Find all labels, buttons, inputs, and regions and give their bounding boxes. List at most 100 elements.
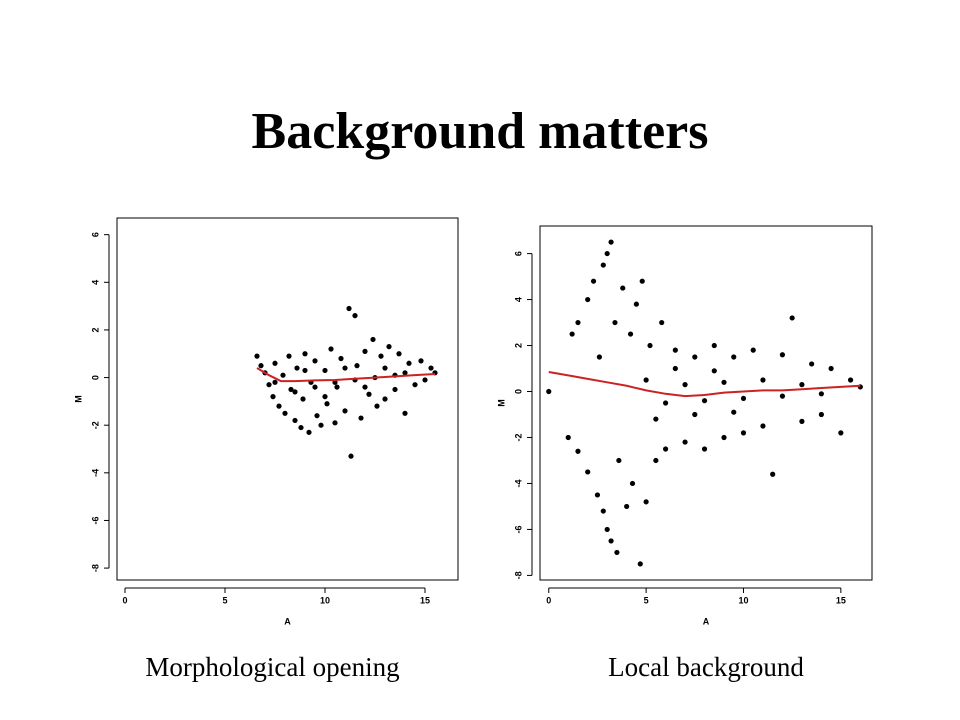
point (731, 354, 737, 360)
y-tick-label: -2 (513, 433, 523, 441)
point (386, 344, 392, 350)
y-tick-label: 6 (513, 251, 523, 256)
point (396, 351, 402, 357)
point (750, 347, 756, 353)
point (616, 457, 622, 464)
y-tick-label: 4 (90, 280, 100, 285)
point (428, 365, 434, 371)
point (604, 250, 610, 257)
x-tick-label: 5 (644, 595, 649, 605)
point (608, 538, 614, 544)
y-tick-label: 2 (90, 327, 100, 332)
point (701, 446, 708, 452)
y-tick-label: 0 (90, 375, 100, 380)
smooth-line (256, 367, 436, 383)
point (585, 469, 591, 475)
point (682, 439, 688, 445)
point (312, 358, 318, 364)
point (653, 416, 659, 422)
point (612, 319, 618, 326)
point (366, 391, 372, 397)
point (354, 363, 360, 369)
x-tick-label: 10 (320, 595, 330, 605)
point (620, 285, 626, 291)
caption: Local background (608, 652, 804, 682)
point (721, 434, 727, 441)
point (760, 377, 766, 383)
point (585, 296, 591, 303)
caption: Morphological opening (145, 652, 399, 682)
point (406, 360, 412, 366)
point (402, 370, 408, 376)
point (594, 492, 601, 498)
point (358, 415, 364, 421)
point (280, 372, 286, 378)
point (270, 394, 276, 400)
point (322, 394, 328, 400)
point (799, 382, 805, 388)
smooth-line (548, 370, 861, 398)
point (546, 388, 552, 395)
plot-frame (116, 217, 459, 581)
point (575, 319, 581, 326)
point (328, 346, 334, 352)
point (672, 365, 678, 372)
point (799, 418, 805, 424)
y-tick-label: -8 (90, 564, 100, 572)
point (292, 389, 298, 395)
point (332, 420, 338, 426)
y-tick-label: -4 (513, 479, 523, 487)
point (604, 526, 610, 533)
point (378, 353, 384, 359)
point (382, 396, 388, 402)
point (374, 403, 380, 409)
point (314, 413, 320, 419)
point (294, 365, 300, 371)
point (740, 430, 747, 436)
point (292, 417, 298, 424)
point (662, 446, 669, 452)
point (346, 305, 352, 312)
point (672, 347, 678, 353)
point (643, 499, 649, 505)
point (276, 403, 282, 409)
point (692, 411, 698, 418)
point (789, 315, 795, 321)
point (402, 410, 408, 416)
point (600, 262, 606, 268)
point (288, 386, 294, 393)
point (740, 395, 747, 402)
point (731, 409, 737, 415)
point (302, 367, 308, 374)
point (348, 453, 354, 459)
y-tick-label: -2 (90, 421, 100, 429)
point (254, 353, 260, 359)
point (338, 355, 344, 362)
point (608, 239, 614, 245)
point (272, 379, 278, 385)
point (847, 377, 854, 383)
point (298, 424, 304, 431)
point (569, 331, 575, 337)
point (412, 382, 418, 388)
slide-title: Background matters (252, 103, 709, 160)
point (258, 363, 264, 369)
x-axis-label: A (703, 616, 710, 626)
point (352, 313, 358, 319)
point (575, 448, 581, 454)
plot-frame (539, 225, 873, 581)
y-axis-label: M (496, 399, 506, 407)
x-tick-label: 10 (738, 595, 748, 605)
x-tick-label: 0 (546, 595, 551, 605)
point (306, 429, 312, 435)
point (682, 382, 688, 388)
x-tick-label: 15 (420, 595, 430, 605)
point (565, 434, 571, 441)
point (382, 365, 388, 371)
y-axis-label: M (73, 395, 83, 403)
x-tick-label: 15 (836, 595, 846, 605)
point (639, 278, 645, 284)
y-tick-label: -6 (513, 525, 523, 533)
point (624, 503, 630, 510)
point (418, 358, 424, 364)
